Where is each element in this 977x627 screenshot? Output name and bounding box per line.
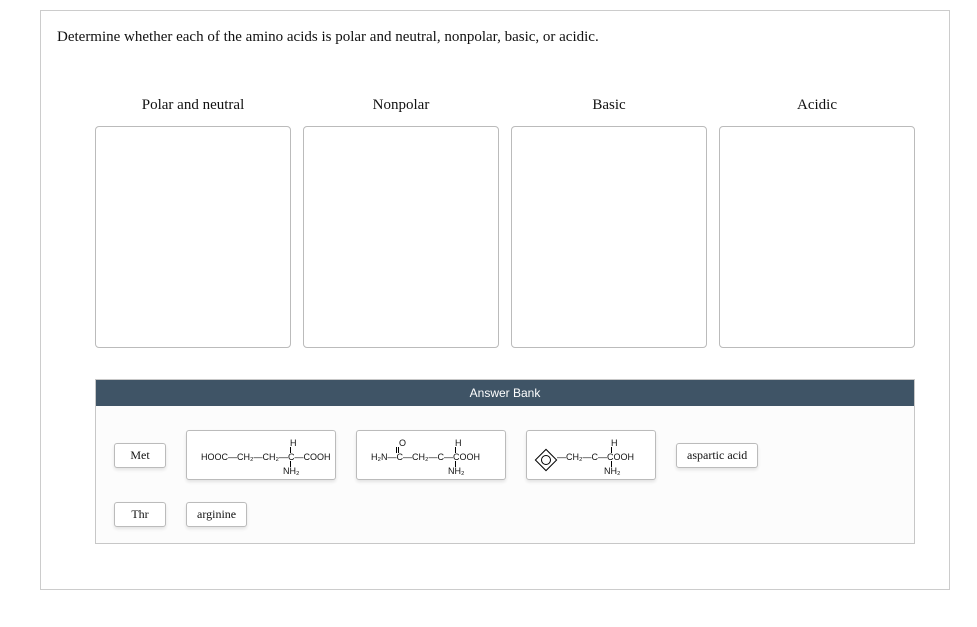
bank-row: Met H HOOC—CH₂—CH₂—C—COOH NH₂ O H [114, 430, 896, 480]
answer-bank-header: Answer Bank [96, 380, 914, 406]
answer-bank-body: Met H HOOC—CH₂—CH₂—C—COOH NH₂ O H [96, 406, 914, 543]
benzene-ring-icon [535, 449, 558, 472]
category-label: Nonpolar [373, 97, 430, 114]
formula-nh2: NH₂ [448, 467, 465, 476]
bank-row: Thr arginine [114, 502, 896, 527]
formula-nh2: NH₂ [604, 467, 621, 476]
question-text: Determine whether each of the amino acid… [57, 29, 599, 46]
chip-aspartic-acid[interactable]: aspartic acid [676, 443, 758, 468]
category-polar-neutral: Polar and neutral [95, 97, 291, 348]
structure-formula: H HOOC—CH₂—CH₂—C—COOH NH₂ [195, 437, 327, 473]
category-acidic: Acidic [719, 97, 915, 348]
chip-structure-glutamic[interactable]: H HOOC—CH₂—CH₂—C—COOH NH₂ [186, 430, 336, 480]
chip-structure-asparagine[interactable]: O H H₂N—C—CH₂—C—COOH NH₂ [356, 430, 506, 480]
drop-zone-basic[interactable] [511, 126, 707, 348]
chip-met[interactable]: Met [114, 443, 166, 468]
chip-arginine[interactable]: arginine [186, 502, 247, 527]
answer-bank: Answer Bank Met H HOOC—CH₂—CH₂—C—COOH NH… [95, 379, 915, 544]
formula-main: —CH₂—C—COOH [557, 453, 634, 462]
formula-main: H₂N—C—CH₂—C—COOH [371, 453, 480, 462]
chip-thr[interactable]: Thr [114, 502, 166, 527]
formula-o-top: O [399, 439, 406, 448]
structure-formula: O H H₂N—C—CH₂—C—COOH NH₂ [365, 437, 497, 473]
drop-zone-nonpolar[interactable] [303, 126, 499, 348]
category-label: Acidic [797, 97, 837, 114]
category-label: Polar and neutral [142, 97, 244, 114]
formula-main: HOOC—CH₂—CH₂—C—COOH [201, 453, 331, 462]
structure-formula: H —CH₂—C—COOH NH₂ [535, 437, 647, 473]
exercise-panel: Determine whether each of the amino acid… [40, 10, 950, 590]
category-nonpolar: Nonpolar [303, 97, 499, 348]
formula-nh2: NH₂ [283, 467, 300, 476]
category-basic: Basic [511, 97, 707, 348]
drop-zone-acidic[interactable] [719, 126, 915, 348]
category-label: Basic [592, 97, 625, 114]
category-row: Polar and neutral Nonpolar Basic Acidic [95, 97, 915, 348]
drop-zone-polar-neutral[interactable] [95, 126, 291, 348]
chip-structure-phenylalanine[interactable]: H —CH₂—C—COOH NH₂ [526, 430, 656, 480]
